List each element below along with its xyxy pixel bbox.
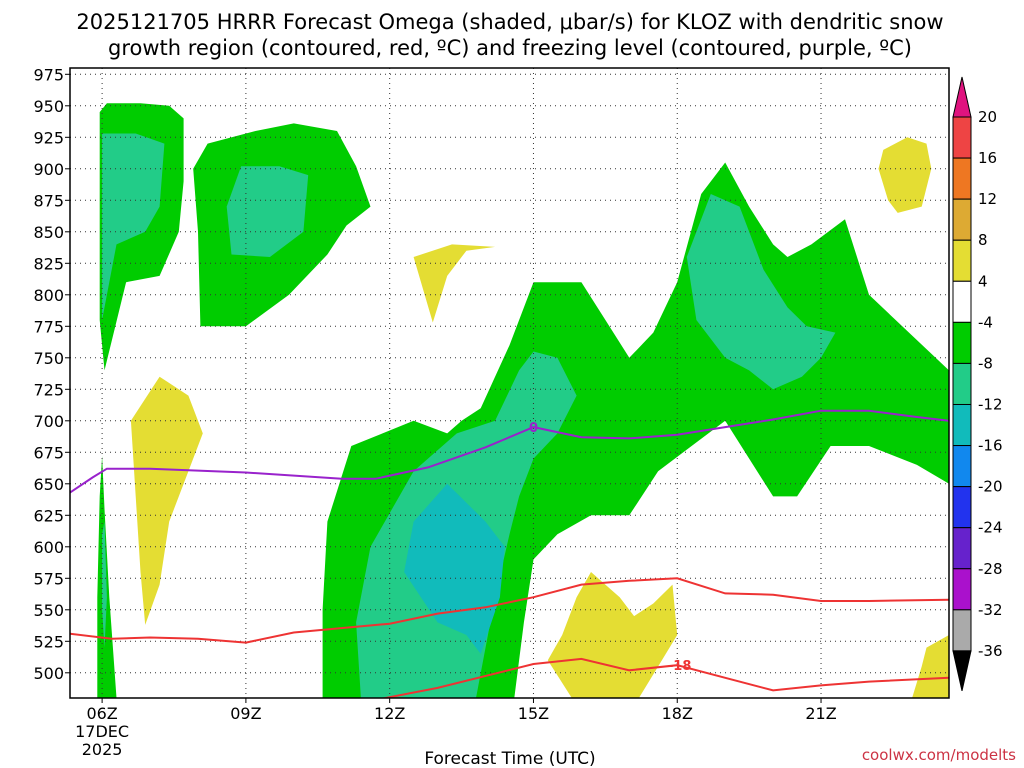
y-tick-label: 500	[33, 664, 64, 683]
colorbar-swatch	[952, 609, 972, 652]
colorbar-label: -8	[978, 354, 993, 372]
colorbar-swatch	[952, 239, 972, 282]
colorbar-label: -20	[978, 478, 1003, 496]
plot-area	[70, 60, 949, 698]
y-tick-label: 825	[33, 254, 64, 273]
plot-overlay: 0 -18	[529, 421, 691, 674]
colorbar-swatch	[952, 527, 972, 570]
y-tick-label: 650	[33, 475, 64, 494]
y-tick-label: 850	[33, 223, 64, 242]
y-tick-label: 725	[33, 380, 64, 399]
freezing-level-label: 0	[529, 421, 538, 436]
colorbar-label: 20	[978, 108, 997, 126]
colorbar-swatch	[952, 362, 972, 405]
x-tick-label: 18Z	[662, 704, 693, 723]
y-tick-label: 875	[33, 191, 64, 210]
y-tick-label: 600	[33, 538, 64, 557]
x-tick-label: 12Z	[374, 704, 405, 723]
dgz-bottom-contour	[70, 577, 949, 644]
colorbar-label: -4	[978, 313, 993, 331]
y-tick-label: 775	[33, 317, 64, 336]
x-tick-label: 15Z	[518, 704, 549, 723]
colorbar-swatch	[952, 486, 972, 529]
colorbar-swatch	[952, 116, 972, 159]
colorbar-top-arrow	[952, 76, 972, 118]
y-tick-label: 700	[33, 412, 64, 431]
x-tick-year: 2025	[82, 740, 123, 759]
y-tick-label: 925	[33, 128, 64, 147]
x-tick-label: 06Z	[86, 704, 117, 723]
omega-region-1	[102, 521, 107, 648]
colorbar-label: -32	[978, 601, 1003, 619]
freezing-level-contour	[70, 409, 949, 494]
omega-region-10	[404, 483, 505, 654]
omega-region-6	[130, 376, 203, 625]
y-tick-label: 625	[33, 506, 64, 525]
x-tick-label: 21Z	[805, 704, 836, 723]
colorbar-swatch	[952, 198, 972, 241]
colorbar-swatch	[952, 280, 972, 323]
colorbar-swatch	[952, 568, 972, 611]
omega-region-0	[97, 456, 117, 698]
y-tick-label: 575	[33, 569, 64, 588]
colorbar-label: 4	[978, 272, 988, 290]
colorbar-label: -16	[978, 437, 1003, 455]
y-tick-label: 950	[33, 97, 64, 116]
colorbar: 20 16 12 8 4 -4 -8 -12 -16 -20 -24 -28 -32 -36	[952, 76, 1003, 692]
x-tick-date: 17DEC	[75, 722, 129, 741]
y-tick-label: 800	[33, 286, 64, 305]
y-tick-label: 750	[33, 349, 64, 368]
y-axis: 500 525 550 575 600 625 650 675 700 725 750 775 800 8…	[33, 65, 70, 683]
colorbar-label: -28	[978, 560, 1003, 578]
omega-region-12	[547, 572, 678, 698]
colorbar-label: 12	[978, 190, 997, 208]
dgz-top-label: -18	[668, 659, 692, 674]
omega-region-14	[878, 137, 932, 213]
colorbar-label: 8	[978, 231, 988, 249]
x-axis-label: Forecast Time (UTC)	[424, 749, 595, 768]
omega-region-13	[912, 635, 949, 698]
y-tick-label: 900	[33, 160, 64, 179]
colorbar-swatch	[952, 321, 972, 364]
y-tick-label: 525	[33, 632, 64, 651]
chart-title-line2: growth region (contoured, red, ºC) and f…	[108, 36, 912, 60]
colorbar-swatch	[952, 445, 972, 488]
omega-region-5	[226, 166, 309, 257]
colorbar-label: 16	[978, 149, 997, 167]
omega-region-7	[413, 244, 496, 323]
terrain-strip	[70, 60, 949, 68]
y-tick-label: 975	[33, 65, 64, 84]
y-tick-label: 550	[33, 601, 64, 620]
omega-region-3	[102, 133, 165, 320]
colorbar-swatch	[952, 157, 972, 200]
colorbar-label: -36	[978, 642, 1003, 660]
credit-text: coolwx.com/modelts	[862, 746, 1016, 764]
plot-frame	[69, 67, 950, 699]
dgz-top-contour	[380, 657, 949, 698]
omega-region-11	[686, 194, 836, 390]
y-tick-label: 675	[33, 443, 64, 462]
x-tick-label: 09Z	[230, 704, 261, 723]
colorbar-label: -24	[978, 519, 1003, 537]
colorbar-swatch	[952, 403, 972, 447]
chart-title-line1: 2025121705 HRRR Forecast Omega (shaded, …	[76, 10, 943, 34]
colorbar-label: -12	[978, 395, 1003, 413]
colorbar-bottom-arrow	[952, 650, 972, 692]
